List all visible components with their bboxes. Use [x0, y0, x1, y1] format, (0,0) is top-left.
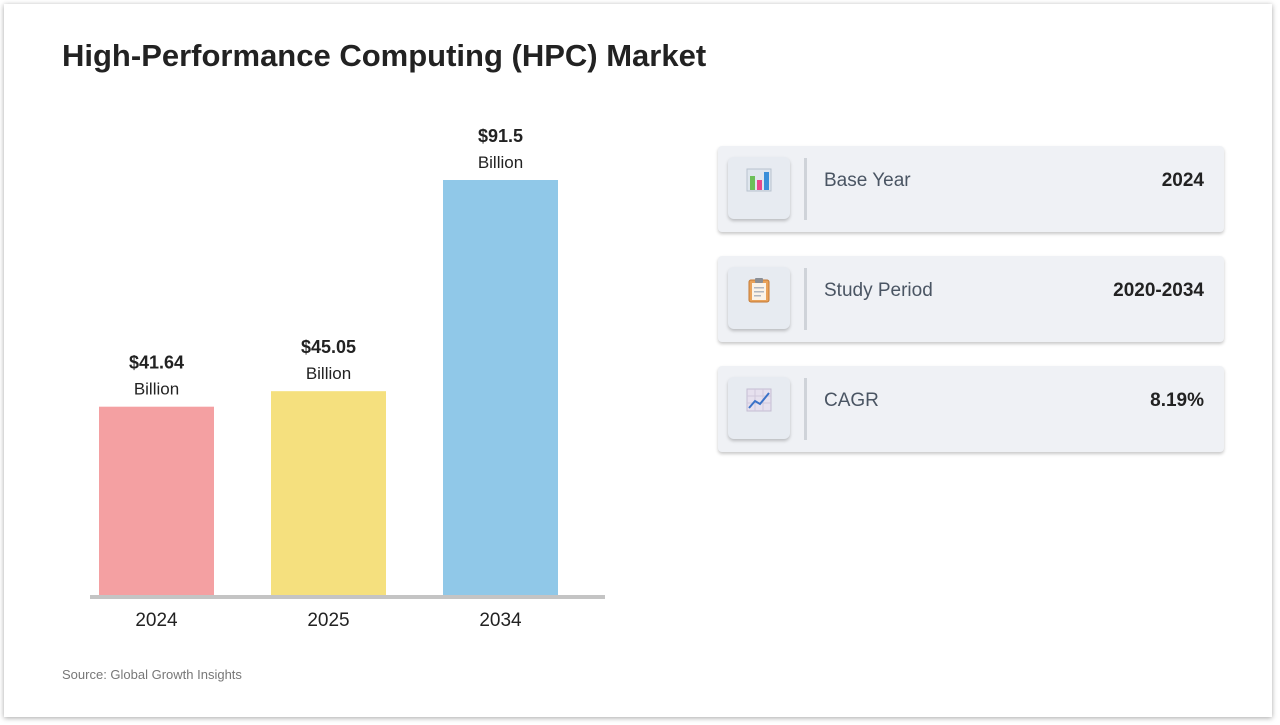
source-note: Source: Global Growth Insights — [62, 667, 242, 682]
card-divider — [804, 378, 807, 440]
card-divider — [804, 158, 807, 220]
stat-label: CAGR — [824, 390, 879, 411]
x-tick-label: 2034 — [479, 610, 522, 631]
stat-value: 2020-2034 — [1113, 280, 1204, 301]
line-chart-icon — [728, 377, 790, 439]
bar-chart: $41.64 Billion 2024 $45.05 Billion 2025 $91.5 B… — [90, 126, 605, 631]
bar-2025 — [271, 391, 386, 596]
bar-2024 — [99, 406, 214, 596]
page-title: High-Performance Computing (HPC) Market — [62, 38, 707, 73]
stat-value: 2024 — [1161, 170, 1204, 191]
stat-label: Study Period — [824, 280, 933, 301]
stat-value: 8.19% — [1150, 390, 1204, 411]
clipboard-icon — [728, 267, 790, 329]
stat-card-cagr: CAGR 8.19% — [718, 366, 1224, 452]
card-divider — [804, 268, 807, 330]
bar-unit-label: Billion — [306, 364, 351, 383]
bar-chart-icon — [728, 157, 790, 219]
stat-label: Base Year — [824, 170, 911, 191]
bar-value-label: $91.5 — [478, 126, 523, 146]
stat-card-study-period: Study Period 2020-2034 — [718, 256, 1224, 342]
bar-value-label: $45.05 — [301, 337, 356, 357]
x-tick-label: 2024 — [135, 610, 178, 631]
stat-card-base-year: Base Year 2024 — [718, 146, 1224, 232]
bar-unit-label: Billion — [478, 153, 523, 172]
x-tick-label: 2025 — [307, 610, 349, 631]
bar-2034 — [443, 180, 558, 596]
bar-unit-label: Billion — [134, 380, 179, 399]
bar-value-label: $41.64 — [129, 353, 184, 373]
